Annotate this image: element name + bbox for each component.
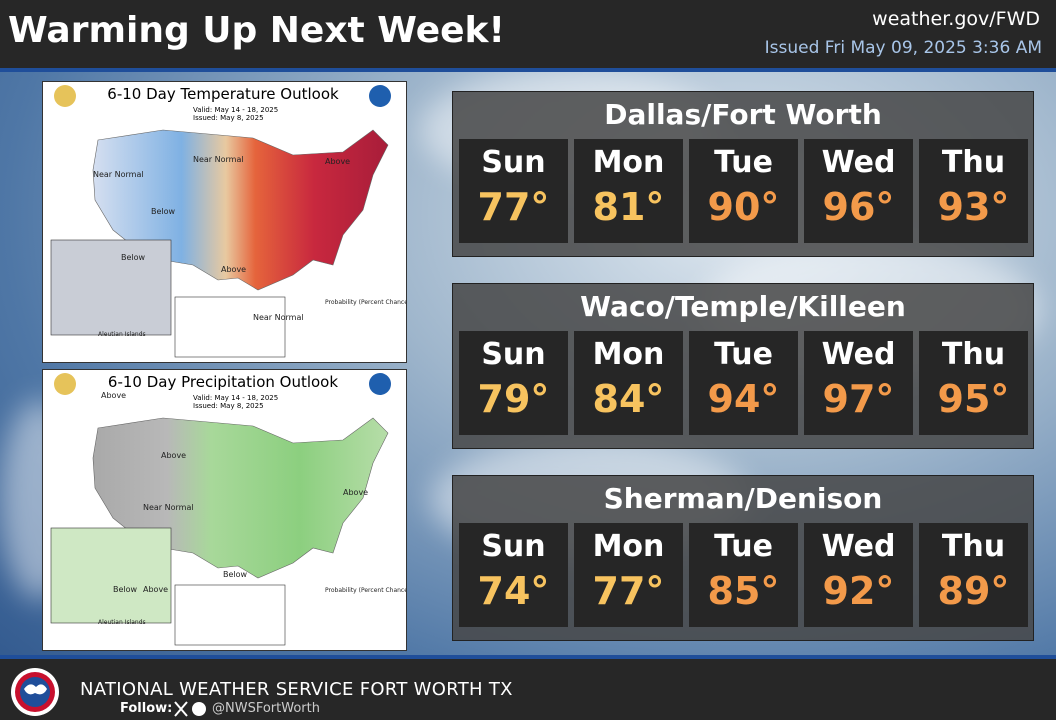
nws-logo bbox=[11, 668, 59, 716]
high-temp: 77° bbox=[592, 569, 665, 613]
high-temp: 97° bbox=[822, 377, 895, 421]
map-label: Near Normal bbox=[253, 313, 304, 322]
high-temp: 89° bbox=[937, 569, 1010, 613]
map-label: Aleutian Islands bbox=[98, 619, 146, 626]
forecast-panel: Dallas/Fort Worth Sun 77° Mon 81° Tue 90° Wed 96… bbox=[452, 91, 1034, 257]
city-name: Sherman/Denison bbox=[603, 482, 883, 515]
day-box: Sun 79° bbox=[459, 331, 568, 435]
day-name: Wed bbox=[821, 529, 896, 564]
follow-label: Follow: bbox=[120, 701, 173, 716]
map-label: Probability (Percent Chance) bbox=[325, 299, 406, 306]
high-temp: 94° bbox=[707, 377, 780, 421]
map-label: Probability (Percent Chance) bbox=[325, 587, 406, 594]
map-label: Above bbox=[221, 265, 246, 274]
day-name: Mon bbox=[592, 145, 665, 180]
map-graphic: 6-10 Day Temperature Outlook Valid: May 1… bbox=[50, 85, 410, 358]
day-name: Sun bbox=[481, 529, 546, 564]
day-box: Tue 90° bbox=[689, 139, 798, 243]
high-temp: 90° bbox=[707, 185, 780, 229]
map-label: Below bbox=[113, 585, 138, 594]
high-temp: 85° bbox=[707, 569, 780, 613]
map-valid: Valid: May 14 - 18, 2025 bbox=[193, 106, 278, 114]
map-title: 6-10 Day Temperature Outlook bbox=[107, 85, 339, 103]
map-valid: Valid: May 14 - 18, 2025 bbox=[193, 394, 278, 402]
day-name: Sun bbox=[481, 145, 546, 180]
city-name: Waco/Temple/Killeen bbox=[580, 290, 906, 323]
day-box: Thu 93° bbox=[919, 139, 1028, 243]
map-issued: Issued: May 8, 2025 bbox=[193, 402, 264, 410]
day-box: Wed 92° bbox=[804, 523, 913, 627]
header: Warming Up Next Week! weather.gov/FWD Is… bbox=[0, 0, 1056, 72]
day-name: Thu bbox=[941, 337, 1006, 372]
day-box: Tue 94° bbox=[689, 331, 798, 435]
day-name: Tue bbox=[714, 337, 773, 372]
high-temp: 96° bbox=[822, 185, 895, 229]
map-issued: Issued: May 8, 2025 bbox=[193, 114, 264, 122]
day-name: Wed bbox=[821, 145, 896, 180]
hawaii-inset bbox=[174, 584, 286, 646]
website: weather.gov/FWD bbox=[872, 8, 1040, 30]
map-label: Near Normal bbox=[193, 155, 244, 164]
forecast-panel: Sherman/Denison Sun 74° Mon 77° Tue 85° Wed 92° T… bbox=[452, 475, 1034, 641]
day-box: Thu 95° bbox=[919, 331, 1028, 435]
map-label: Above bbox=[101, 391, 126, 400]
map-label: Above bbox=[161, 451, 186, 460]
day-box: Sun 74° bbox=[459, 523, 568, 627]
day-name: Tue bbox=[714, 145, 773, 180]
map-label: Near Normal bbox=[93, 170, 144, 179]
map-label: Below bbox=[223, 570, 248, 579]
day-name: Mon bbox=[592, 337, 665, 372]
map-label: Below bbox=[151, 207, 176, 216]
day-box: Mon 81° bbox=[574, 139, 683, 243]
high-temp: 93° bbox=[937, 185, 1010, 229]
hawaii-inset bbox=[174, 296, 286, 358]
day-box: Mon 84° bbox=[574, 331, 683, 435]
social-handle: @NWSFortWorth bbox=[212, 701, 320, 716]
day-box: Sun 77° bbox=[459, 139, 568, 243]
doc-logo bbox=[54, 373, 76, 395]
noaa-logo bbox=[369, 373, 391, 395]
high-temp: 95° bbox=[937, 377, 1010, 421]
map-label: Below bbox=[121, 253, 146, 262]
day-box: Tue 85° bbox=[689, 523, 798, 627]
map-label: Near Normal bbox=[143, 503, 194, 512]
map-title: 6-10 Day Precipitation Outlook bbox=[108, 373, 338, 391]
map-label: Above bbox=[343, 488, 368, 497]
day-box: Wed 97° bbox=[804, 331, 913, 435]
high-temp: 92° bbox=[822, 569, 895, 613]
day-name: Wed bbox=[821, 337, 896, 372]
outlook-map: 6-10 Day Precipitation Outlook Valid: May… bbox=[42, 369, 410, 651]
map-label: Above bbox=[143, 585, 168, 594]
day-name: Sun bbox=[481, 337, 546, 372]
high-temp: 79° bbox=[477, 377, 550, 421]
map-label: Above bbox=[325, 157, 350, 166]
title: Warming Up Next Week! bbox=[8, 10, 505, 51]
day-name: Thu bbox=[941, 529, 1006, 564]
agency: NATIONAL WEATHER SERVICE FORT WORTH TX bbox=[80, 679, 513, 700]
high-temp: 77° bbox=[477, 185, 550, 229]
doc-logo bbox=[54, 85, 76, 107]
footer: NATIONAL WEATHER SERVICE FORT WORTH TX F… bbox=[0, 655, 1056, 720]
day-name: Mon bbox=[592, 529, 665, 564]
social-icons bbox=[174, 701, 206, 717]
day-box: Mon 77° bbox=[574, 523, 683, 627]
alaska-inset bbox=[50, 239, 172, 336]
issued: Issued Fri May 09, 2025 3:36 AM bbox=[764, 38, 1042, 58]
day-name: Tue bbox=[714, 529, 773, 564]
high-temp: 84° bbox=[592, 377, 665, 421]
forecast-panel: Waco/Temple/Killeen Sun 79° Mon 84° Tue 94° Wed… bbox=[452, 283, 1034, 449]
day-box: Wed 96° bbox=[804, 139, 913, 243]
high-temp: 74° bbox=[477, 569, 550, 613]
outlook-map: 6-10 Day Temperature Outlook Valid: May 1… bbox=[42, 81, 410, 363]
high-temp: 81° bbox=[592, 185, 665, 229]
noaa-logo bbox=[369, 85, 391, 107]
city-name: Dallas/Fort Worth bbox=[604, 98, 882, 131]
map-graphic: 6-10 Day Precipitation Outlook Valid: May… bbox=[50, 373, 410, 646]
day-name: Thu bbox=[941, 145, 1006, 180]
day-box: Thu 89° bbox=[919, 523, 1028, 627]
alaska-inset bbox=[50, 527, 172, 624]
map-label: Aleutian Islands bbox=[98, 331, 146, 338]
